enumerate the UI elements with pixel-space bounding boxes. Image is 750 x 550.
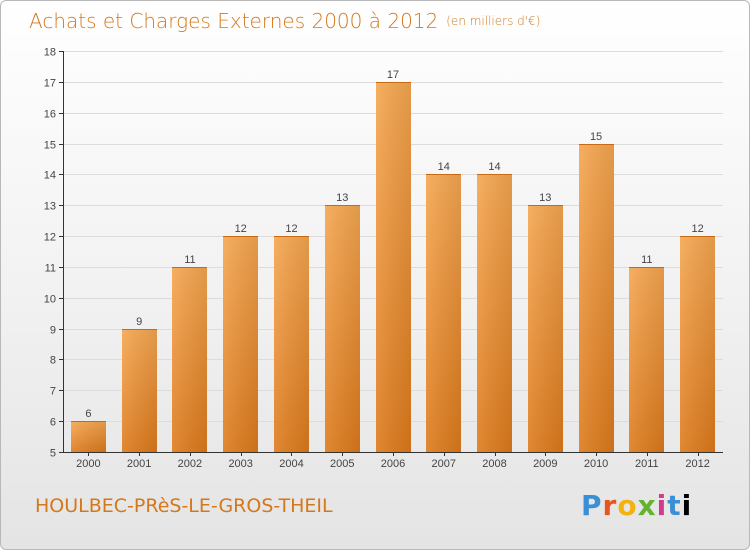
- x-tick-label: 2002: [178, 458, 202, 470]
- city-name: HOULBEC-PRèS-LE-GROS-THEIL: [35, 495, 333, 517]
- y-tick-label: 8: [50, 355, 56, 367]
- chart-title: Achats et Charges Externes 2000 à 2012 (e…: [29, 9, 540, 33]
- y-tick-label: 12: [44, 232, 56, 244]
- bar-shade: [426, 174, 461, 452]
- x-tick-label: 2007: [432, 458, 456, 470]
- y-tick-label: 9: [50, 325, 56, 337]
- y-tick-label: 13: [44, 201, 56, 213]
- x-tick-label: 2005: [330, 458, 354, 470]
- y-tick-label: 5: [50, 448, 56, 460]
- bar-shade: [579, 144, 614, 452]
- bar-shade: [528, 205, 563, 452]
- chart-title-text: Achats et Charges Externes 2000 à 2012: [29, 9, 439, 33]
- bar-shade: [477, 174, 512, 452]
- x-tick-label: 2004: [279, 458, 303, 470]
- data-label: 9: [136, 316, 142, 328]
- bar-shade: [274, 236, 309, 452]
- y-tick-label: 7: [50, 386, 56, 398]
- data-label: 11: [184, 254, 195, 266]
- data-label: 15: [590, 131, 602, 143]
- y-tick-label: 15: [44, 140, 56, 152]
- data-label: 17: [387, 69, 399, 81]
- bar-shade: [325, 205, 360, 452]
- data-label: 12: [235, 223, 247, 235]
- data-label: 14: [438, 161, 450, 173]
- bar-shade: [223, 236, 258, 452]
- y-tick-label: 17: [44, 78, 56, 90]
- x-tick-label: 2012: [685, 458, 709, 470]
- x-tick-label: 2011: [635, 458, 659, 470]
- data-label: 12: [691, 223, 703, 235]
- y-tick-label: 10: [44, 294, 56, 306]
- bars-layer: [71, 82, 715, 452]
- bar-shade: [172, 267, 207, 452]
- y-tick-label: 18: [44, 47, 56, 59]
- y-tick-label: 14: [44, 170, 56, 182]
- y-tick-label: 6: [50, 417, 56, 429]
- x-tick-label: 2009: [533, 458, 557, 470]
- y-tick-label: 16: [44, 109, 56, 121]
- bar-shade: [71, 421, 106, 452]
- x-tick-label: 2001: [127, 458, 151, 470]
- data-label: 13: [539, 192, 551, 204]
- data-label: 13: [336, 192, 348, 204]
- y-tick-label: 11: [45, 263, 56, 275]
- bar-shade: [376, 82, 411, 452]
- x-tick-label: 2000: [76, 458, 100, 470]
- x-tick-label: 2008: [482, 458, 506, 470]
- x-tick-label: 2003: [228, 458, 252, 470]
- x-tick-label: 2006: [381, 458, 405, 470]
- data-label: 12: [285, 223, 297, 235]
- proxiti-logo[interactable]: Proxiti: [581, 489, 693, 522]
- data-label: 11: [641, 254, 652, 266]
- data-label: 6: [85, 408, 91, 420]
- bar-shade: [629, 267, 664, 452]
- axis-layer: [59, 51, 723, 456]
- data-label: 14: [488, 161, 500, 173]
- bar-shade: [122, 329, 157, 452]
- bar-shade: [680, 236, 715, 452]
- chart-subtitle: (en milliers d'€): [446, 14, 541, 28]
- labels-layer: 5 6 7 8 9 10 11 12 13 14 15 16 17 18 6 2000 9 2001 11 2002 1…: [44, 47, 710, 471]
- x-tick-label: 2010: [584, 458, 608, 470]
